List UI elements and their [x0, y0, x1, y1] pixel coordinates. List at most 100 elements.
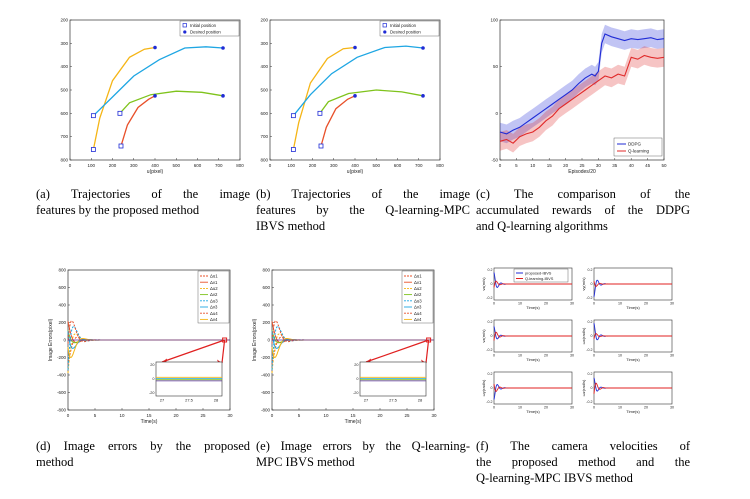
y-tick-label: 800: [260, 158, 268, 163]
caption-line: (d) Image errors by the proposed: [36, 439, 250, 453]
y-tick-label: 0: [63, 338, 66, 343]
y-axis-label: ωz(rad/s): [581, 379, 586, 396]
zoom-arrow: [221, 339, 226, 364]
desired-position-marker: [221, 94, 225, 98]
y-tick-label: 200: [58, 320, 66, 325]
zoom-arrow: [365, 339, 429, 363]
x-tick-label: 400: [351, 163, 359, 168]
x-axis-label: Time(s): [526, 305, 540, 310]
initial-position-marker: [90, 147, 96, 152]
caption-line: (f) The camera velocities of: [476, 439, 690, 453]
confidence-band: [500, 24, 664, 144]
desired-position-marker: [421, 46, 425, 50]
inset-y-tick-label: 0: [356, 377, 358, 381]
legend-label: Δv4: [414, 317, 422, 322]
y-tick-label: 0: [591, 334, 593, 338]
caption-line: IBVS method: [256, 219, 326, 233]
y-axis-label: Image Errors(pixel): [48, 318, 54, 361]
x-tick-label: 200: [309, 163, 317, 168]
desired-position-marker: [353, 45, 357, 50]
x-axis-label: Time(s): [141, 419, 158, 425]
y-tick-label: -600: [57, 390, 67, 395]
y-tick-label: 0.2: [588, 320, 593, 324]
x-tick-label: 25: [579, 163, 585, 168]
x-tick-label: 30: [570, 406, 574, 410]
caption-e: (e) Image errors by the Q-learning- MPC …: [256, 438, 470, 470]
x-tick-label: 300: [130, 163, 138, 168]
legend-label: Desired position: [390, 30, 421, 35]
desired-position-marker: [153, 94, 157, 98]
legend: Initial position Desired position: [379, 20, 440, 37]
velocity-line: [493, 383, 572, 392]
inset-y-tick-label: 0: [152, 377, 154, 381]
x-tick-label: 20: [377, 413, 383, 418]
x-tick-label: 0: [69, 163, 72, 168]
caption-d: (d) Image errors by the proposed method: [36, 438, 250, 470]
velocity-line: [593, 281, 672, 287]
caption-line: method: [36, 455, 74, 469]
chart-e: 0 5 10 15 20 25 30-800-600-400-200020040060080…: [252, 268, 437, 426]
inset-y-tick-label: 20: [150, 363, 154, 367]
y-tick-label: -0.2: [486, 296, 492, 300]
x-axis-label: Time(s): [526, 357, 540, 362]
x-tick-label: 800: [236, 163, 244, 168]
plot-area: [499, 19, 665, 161]
caption-line: features by the proposed method: [36, 203, 200, 217]
caption-line: MPC IBVS method: [256, 455, 355, 469]
x-tick-label: 0: [593, 302, 595, 306]
y-tick-label: -200: [57, 355, 67, 360]
x-tick-label: 0: [493, 354, 495, 358]
caption-line: (b) Trajectories of the image: [256, 187, 470, 201]
y-tick-label: 600: [60, 111, 68, 116]
legend-desired-marker: [183, 30, 187, 34]
legend-label: Δu2: [414, 286, 422, 291]
y-tick-label: 200: [60, 18, 68, 23]
desired-position-marker: [153, 45, 157, 50]
legend-box: [379, 20, 440, 37]
y-tick-label: 0.2: [588, 268, 593, 272]
inset-x-tick-label: 28: [214, 398, 219, 403]
legend-label: Δv3: [414, 305, 422, 310]
x-tick-label: 10: [618, 354, 622, 358]
x-tick-label: 0: [67, 413, 70, 418]
x-tick-label: 50: [661, 163, 667, 168]
plot-area: [69, 19, 241, 161]
trajectory-line: [319, 89, 424, 114]
x-tick-label: 30: [431, 413, 437, 418]
inset-x-tick-label: 28: [418, 398, 423, 403]
y-axis-label: vz(m/s): [481, 329, 486, 343]
x-tick-label: 700: [215, 163, 223, 168]
y-axis-label: ωx(rad/s): [581, 327, 586, 344]
caption-line: (e) Image errors by the Q-learning-: [256, 439, 470, 453]
legend-label: Δu1: [210, 274, 218, 279]
x-tick-label: 30: [570, 354, 574, 358]
y-tick-label: -400: [261, 373, 271, 378]
legend-label: Δu2: [210, 286, 218, 291]
x-tick-label: 0: [269, 163, 272, 168]
x-tick-label: 0: [499, 163, 502, 168]
series-line: [499, 54, 665, 144]
y-tick-label: 0: [491, 386, 493, 390]
legend-label: Δu3: [210, 298, 218, 303]
inset-x-tick-label: 27: [364, 398, 369, 403]
legend-label: DDPG: [628, 142, 642, 147]
trajectory-line: [120, 95, 156, 147]
x-tick-label: 25: [200, 413, 206, 418]
x-axis-label: Time(s): [626, 305, 640, 310]
legend-label: Q-learning-IBVS: [525, 276, 554, 281]
x-axis-label: Time(s): [626, 357, 640, 362]
y-tick-label: 500: [60, 88, 68, 93]
caption-b: (b) Trajectories of the image features b…: [256, 186, 470, 234]
initial-position-marker: [318, 143, 324, 149]
caption-line: features by the Q-learning-MPC: [256, 203, 470, 217]
legend-label: Δv2: [414, 292, 422, 297]
y-tick-label: -800: [261, 408, 271, 413]
y-tick-label: 800: [58, 268, 66, 273]
chart-d: 0 5 10 15 20 25 30-800-600-400-200020040060080…: [48, 268, 233, 426]
legend-label: Δv2: [210, 292, 218, 297]
caption-f: (f) The camera velocities of the propose…: [476, 438, 690, 486]
chart-c: 0 5 10 15 20 25 30 35 40 45 50-50050100Episodes/20…: [490, 18, 667, 176]
x-tick-label: 20: [644, 302, 648, 306]
